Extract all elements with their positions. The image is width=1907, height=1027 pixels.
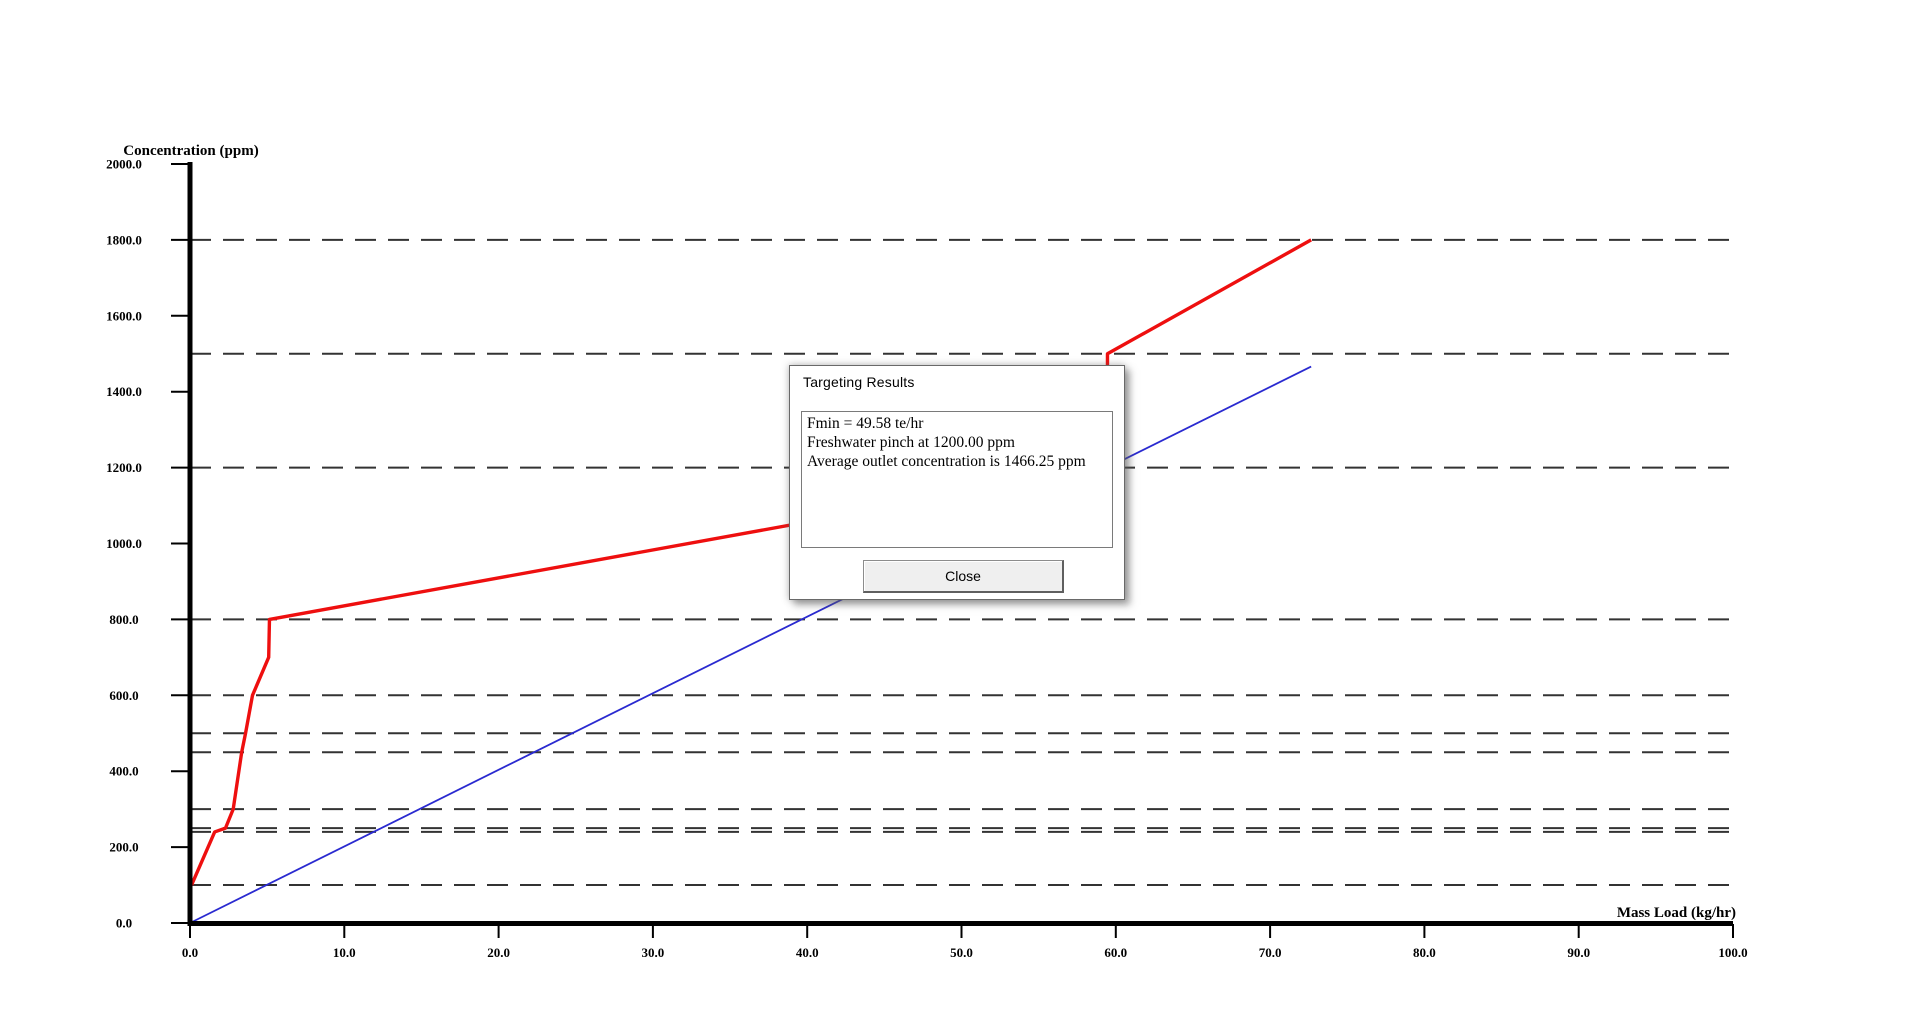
x-tick-label-20: 20.0 bbox=[487, 945, 510, 960]
y-axis-title-bg bbox=[118, 140, 266, 157]
x-tick-label-40: 40.0 bbox=[796, 945, 819, 960]
x-tick-label-70: 70.0 bbox=[1259, 945, 1282, 960]
y-tick-label-2000: 2000.0 bbox=[106, 157, 142, 172]
tick-labels: 0.0 200.0 400.0 600.0 800.0 1000.0 1200.0 1400.… bbox=[106, 157, 1748, 961]
y-tick-label-1600: 1600.0 bbox=[106, 308, 142, 323]
series-limiting-composite-curve bbox=[189, 238, 1312, 886]
y-tick-label-1800: 1800.0 bbox=[106, 232, 142, 247]
axis-titles: Concentration (ppm) Mass Load (kg/hr) bbox=[118, 140, 1736, 921]
x-tick-label-80: 80.0 bbox=[1413, 945, 1436, 960]
y-tick-label-1400: 1400.0 bbox=[106, 384, 142, 399]
results-textbox: Fmin = 49.58 te/hr Freshwater pinch at 1… bbox=[801, 411, 1113, 548]
x-tick-label-10: 10.0 bbox=[333, 945, 356, 960]
x-tick-label-30: 30.0 bbox=[642, 945, 665, 960]
y-tick-label-600: 600.0 bbox=[109, 688, 138, 703]
close-button[interactable]: Close bbox=[863, 560, 1064, 593]
result-line-fmin: Fmin = 49.58 te/hr bbox=[807, 415, 924, 432]
x-tick-label-0: 0.0 bbox=[182, 945, 198, 960]
dialog-title[interactable]: Targeting Results bbox=[803, 374, 915, 390]
x-tick-label-50: 50.0 bbox=[950, 945, 973, 960]
x-axis-title: Mass Load (kg/hr) bbox=[1617, 905, 1736, 921]
curves bbox=[189, 238, 1312, 924]
y-axis-title: Concentration (ppm) bbox=[123, 143, 258, 159]
y-tick-label-400: 400.0 bbox=[109, 764, 138, 779]
axes bbox=[187, 162, 1733, 926]
gridlines bbox=[190, 238, 1731, 887]
targeting-results-dialog: Targeting Results Fmin = 49.58 te/hr Fre… bbox=[789, 365, 1125, 600]
y-tick-label-200: 200.0 bbox=[109, 840, 138, 855]
y-tick-label-800: 800.0 bbox=[109, 612, 138, 627]
x-tick-label-60: 60.0 bbox=[1104, 945, 1127, 960]
y-tick-label-0: 0.0 bbox=[116, 916, 132, 931]
y-tick-label-1200: 1200.0 bbox=[106, 460, 142, 475]
x-tick-label-100: 100.0 bbox=[1718, 945, 1747, 960]
result-line-avg-outlet: Average outlet concentration is 1466.25 … bbox=[807, 453, 1086, 470]
ticks bbox=[171, 163, 1734, 938]
result-line-pinch: Freshwater pinch at 1200.00 ppm bbox=[807, 434, 1015, 451]
y-tick-label-1000: 1000.0 bbox=[106, 536, 142, 551]
x-tick-label-90: 90.0 bbox=[1567, 945, 1590, 960]
series-water-supply-line bbox=[189, 365, 1312, 924]
